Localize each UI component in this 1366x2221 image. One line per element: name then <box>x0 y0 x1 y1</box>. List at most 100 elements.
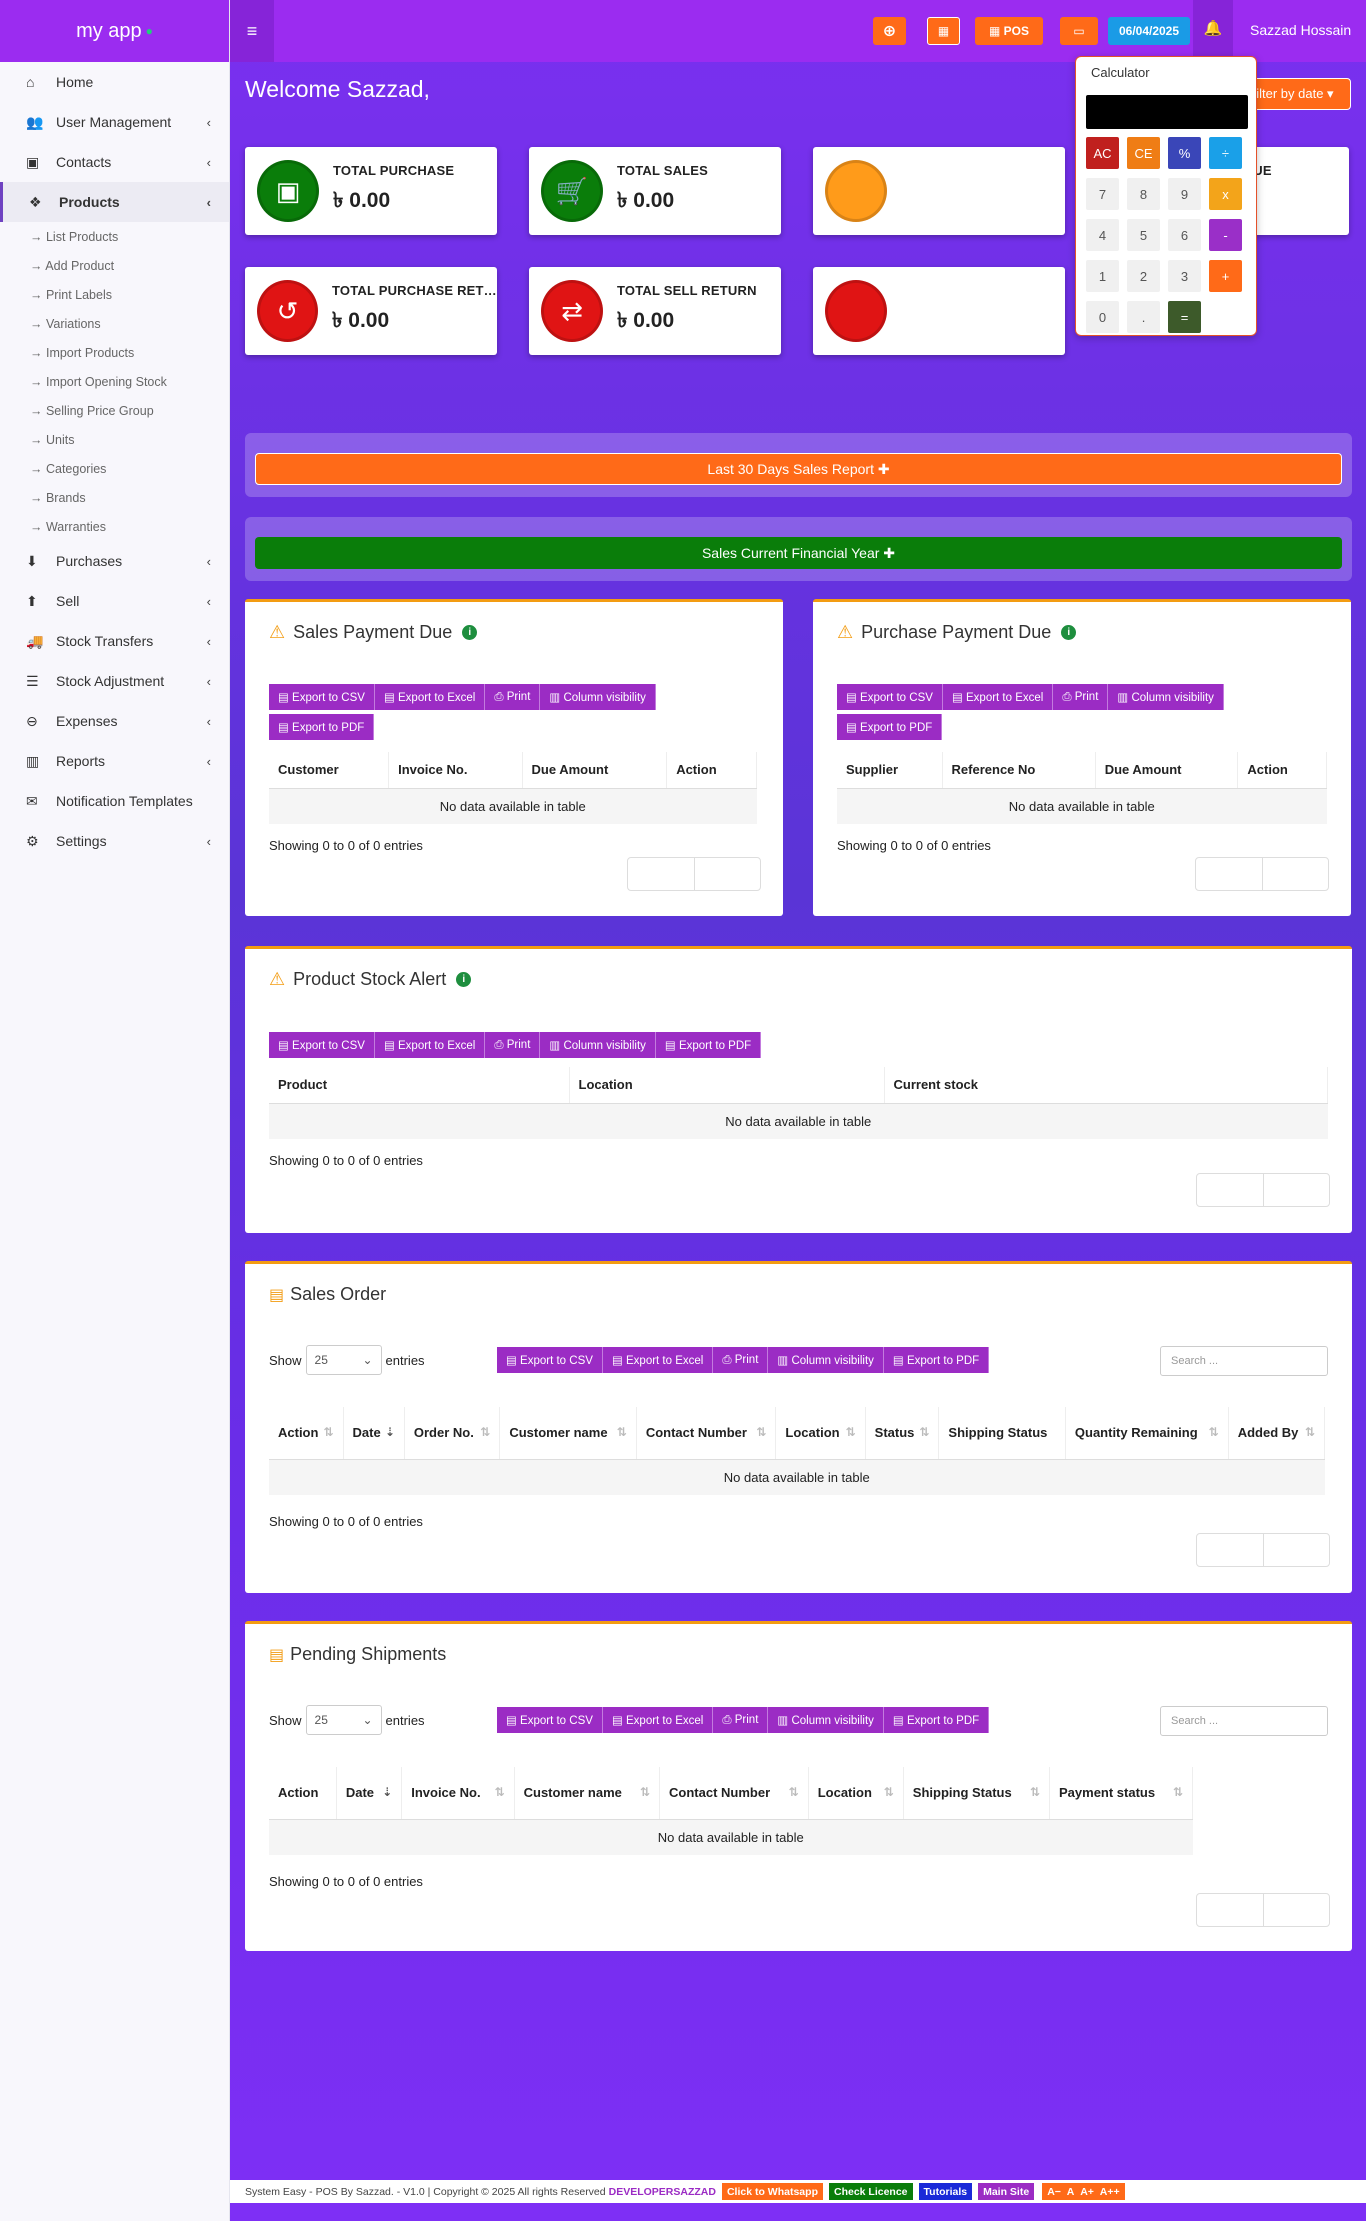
calc-key-8[interactable]: 8 <box>1127 178 1160 210</box>
column-header[interactable]: Location <box>569 1067 885 1104</box>
sidebar-item-sell[interactable]: ⬆ Sell ‹ <box>0 581 229 621</box>
sidebar-item-home[interactable]: ⌂ Home <box>0 62 229 102</box>
export-pdf-button[interactable]: ▤ Export to PDF <box>655 1032 762 1058</box>
export-excel-button[interactable]: ▤ Export to Excel <box>602 1347 714 1373</box>
column-header[interactable]: Reference No <box>942 752 1096 789</box>
calc-key-equals[interactable]: = <box>1168 301 1201 333</box>
column-visibility-button[interactable]: ▥ Column visibility <box>768 1707 884 1733</box>
sidebar-item-reports[interactable]: ▥ Reports ‹ <box>0 741 229 781</box>
sidebar-item-notification-templates[interactable]: ✉ Notification Templates <box>0 781 229 821</box>
column-header[interactable]: Action <box>269 1767 337 1820</box>
column-header[interactable]: Current stock <box>884 1067 1328 1104</box>
column-visibility-button[interactable]: ▥ Column visibility <box>540 684 656 710</box>
calc-key-5[interactable]: 5 <box>1127 219 1160 251</box>
font-size-reset[interactable]: A <box>1066 2185 1075 2198</box>
column-header[interactable]: Quantity Remaining ⇅ <box>1065 1407 1229 1460</box>
calc-key-ce[interactable]: CE <box>1127 137 1160 169</box>
next-page-button[interactable] <box>1264 1174 1330 1206</box>
column-header[interactable]: Payment status ⇅ <box>1049 1767 1193 1820</box>
calc-key-4[interactable]: 4 <box>1086 219 1119 251</box>
export-csv-button[interactable]: ▤ Export to CSV <box>269 684 375 710</box>
column-visibility-button[interactable]: ▥ Column visibility <box>540 1032 656 1058</box>
export-pdf-button[interactable]: ▤ Export to PDF <box>883 1707 990 1733</box>
column-header[interactable]: Customer name ⇅ <box>514 1767 661 1820</box>
export-excel-button[interactable]: ▤ Export to Excel <box>374 684 486 710</box>
calc-key-7[interactable]: 7 <box>1086 178 1119 210</box>
export-csv-button[interactable]: ▤ Export to CSV <box>497 1347 603 1373</box>
submenu-import-products[interactable]: → Import Products <box>30 345 135 360</box>
calc-key-percent[interactable]: % <box>1168 137 1201 169</box>
sidebar-item-stock-transfers[interactable]: 🚚 Stock Transfers ‹ <box>0 621 229 661</box>
print-button[interactable]: ⎙ Print <box>1053 684 1109 710</box>
column-header[interactable]: Customer <box>269 752 390 789</box>
next-page-button[interactable] <box>1264 1894 1330 1926</box>
next-page-button[interactable] <box>695 858 761 890</box>
print-button[interactable]: ⎙ Print <box>713 1347 769 1373</box>
main-site-button[interactable]: Main Site <box>978 2183 1035 2200</box>
column-header[interactable]: Due Amount <box>522 752 668 789</box>
user-menu[interactable]: Sazzad Hossain <box>1250 22 1352 38</box>
tutorials-button[interactable]: Tutorials <box>918 2183 973 2200</box>
font-size-increase[interactable]: A+ <box>1080 2185 1094 2198</box>
column-header[interactable]: Action <box>1237 752 1327 789</box>
submenu-warranties[interactable]: → Warranties <box>30 519 106 534</box>
column-header[interactable]: Invoice No. ⇅ <box>401 1767 515 1820</box>
export-excel-button[interactable]: ▤ Export to Excel <box>942 684 1054 710</box>
column-header[interactable]: Due Amount <box>1095 752 1239 789</box>
search-input[interactable]: Search ... <box>1160 1706 1328 1736</box>
info-icon[interactable]: i <box>456 972 472 987</box>
export-excel-button[interactable]: ▤ Export to Excel <box>602 1707 714 1733</box>
calc-key-3[interactable]: 3 <box>1168 260 1201 292</box>
calc-key-6[interactable]: 6 <box>1168 219 1201 251</box>
column-header[interactable]: Order No. ⇅ <box>404 1407 501 1460</box>
next-page-button[interactable] <box>1263 858 1329 890</box>
sidebar-item-purchases[interactable]: ⬇ Purchases ‹ <box>0 541 229 581</box>
sales-financial-year-button[interactable]: Sales Current Financial Year ✚ <box>255 537 1342 569</box>
prev-page-button[interactable] <box>1197 1894 1264 1926</box>
font-size-max[interactable]: A++ <box>1099 2185 1120 2198</box>
column-header[interactable]: Date ⇣ <box>336 1767 403 1820</box>
print-button[interactable]: ⎙ Print <box>485 1032 541 1058</box>
submenu-units[interactable]: → Units <box>30 432 75 447</box>
calculator-icon[interactable]: ▦ <box>927 17 960 45</box>
sidebar-item-contacts[interactable]: ▣ Contacts ‹ <box>0 142 229 182</box>
last-30-days-sales-button[interactable]: Last 30 Days Sales Report ✚ <box>255 453 1342 485</box>
developer-link[interactable]: DEVELOPERSAZZAD <box>608 2185 716 2198</box>
info-icon[interactable]: i <box>462 625 478 640</box>
sidebar-item-settings[interactable]: ⚙ Settings ‹ <box>0 821 229 861</box>
column-header[interactable]: Invoice No. <box>388 752 523 789</box>
column-visibility-button[interactable]: ▥ Column visibility <box>1108 684 1224 710</box>
column-header[interactable]: Location ⇅ <box>775 1407 866 1460</box>
page-length-select[interactable]: 25 ⌄ <box>305 1705 382 1735</box>
sidebar-item-user-management[interactable]: 👥 User Management ‹ <box>0 102 229 142</box>
calc-key-2[interactable]: 2 <box>1127 260 1160 292</box>
export-csv-button[interactable]: ▤ Export to CSV <box>269 1032 375 1058</box>
column-header[interactable]: Contact Number ⇅ <box>636 1407 777 1460</box>
font-size-decrease[interactable]: A− <box>1047 2185 1061 2198</box>
add-icon[interactable]: ⊕ <box>873 17 906 45</box>
submenu-list-products[interactable]: → List Products <box>30 229 119 244</box>
calc-key-1[interactable]: 1 <box>1086 260 1119 292</box>
search-input[interactable]: Search ... <box>1160 1346 1328 1376</box>
column-header[interactable]: Action <box>666 752 757 789</box>
print-button[interactable]: ⎙ Print <box>485 684 541 710</box>
submenu-categories[interactable]: → Categories <box>30 461 107 476</box>
check-licence-button[interactable]: Check Licence <box>828 2183 913 2200</box>
export-pdf-button[interactable]: ▤ Export to PDF <box>883 1347 990 1373</box>
column-header[interactable]: Customer name ⇅ <box>499 1407 637 1460</box>
column-header[interactable]: Supplier <box>837 752 943 789</box>
column-visibility-button[interactable]: ▥ Column visibility <box>768 1347 884 1373</box>
column-header[interactable]: Shipping Status ⇅ <box>903 1767 1051 1820</box>
whatsapp-button[interactable]: Click to Whatsapp <box>721 2183 823 2200</box>
calc-key-multiply[interactable]: x <box>1209 178 1242 210</box>
submenu-selling-price-group[interactable]: → Selling Price Group <box>30 403 154 418</box>
sidebar-item-expenses[interactable]: ⊖ Expenses ‹ <box>0 701 229 741</box>
column-header[interactable]: Product <box>269 1067 570 1104</box>
next-page-button[interactable] <box>1264 1534 1330 1566</box>
prev-page-button[interactable] <box>1197 1534 1264 1566</box>
calc-key-plus[interactable]: + <box>1209 260 1242 292</box>
submenu-variations[interactable]: → Variations <box>30 316 101 331</box>
export-excel-button[interactable]: ▤ Export to Excel <box>374 1032 486 1058</box>
export-pdf-button[interactable]: ▤ Export to PDF <box>837 714 943 740</box>
column-header[interactable]: Date ⇣ <box>343 1407 405 1460</box>
